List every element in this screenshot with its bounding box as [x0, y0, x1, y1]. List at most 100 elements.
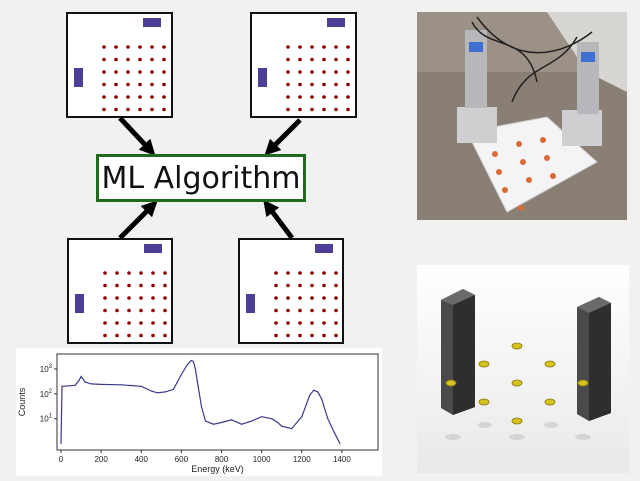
source-point: [138, 45, 142, 49]
source-point: [163, 296, 167, 300]
source-point: [103, 333, 107, 338]
source-point: [115, 283, 119, 288]
source-point: [139, 333, 143, 338]
source-point: [298, 321, 302, 325]
source-point: [115, 333, 119, 338]
spectrum-point: [291, 427, 293, 430]
source-point: [286, 308, 290, 313]
source-point: [115, 296, 119, 300]
source-point: [310, 271, 314, 275]
source-point: [138, 107, 142, 112]
spectrum-point: [164, 391, 166, 393]
spectrum-point: [301, 416, 303, 418]
source-point: [310, 308, 314, 313]
layout-grid: [258, 18, 350, 112]
spectrum-point: [220, 421, 223, 424]
detector-left: [74, 68, 83, 87]
source-point: [334, 70, 338, 74]
source-point: [346, 95, 350, 99]
spectrum-point: [251, 420, 253, 422]
source-point: [139, 283, 143, 288]
source-point: [322, 321, 326, 325]
spectrum-point: [156, 392, 158, 394]
spectrum-point: [60, 442, 62, 445]
x-tick-label: 400: [135, 455, 149, 464]
setup-photo-drawing: [417, 12, 627, 220]
plot-frame: [56, 353, 379, 451]
source-point: [162, 82, 166, 87]
layout-panel-top-right: [250, 12, 357, 118]
source-point: [346, 70, 350, 74]
arrow-bottom-left: [118, 200, 158, 240]
source-point: [310, 45, 314, 49]
x-tick-label: 1400: [333, 455, 351, 464]
source-point: [150, 107, 154, 112]
x-tick-label: 600: [175, 455, 189, 464]
source-point: [150, 45, 154, 49]
source-point: [127, 321, 131, 325]
ml-algorithm-box: ML Algorithm: [96, 154, 306, 202]
source-point: [286, 321, 290, 325]
source-point: [138, 95, 142, 99]
source-point: [322, 82, 326, 87]
spectrum-point: [196, 381, 199, 383]
spectrum-point: [200, 406, 203, 408]
spectrum-line: [60, 359, 341, 444]
arrow-top-right: [264, 118, 302, 156]
source-point: [126, 45, 130, 49]
spectrum-point: [230, 419, 233, 421]
source-point: [274, 321, 278, 325]
source-point: [334, 283, 338, 288]
spectrum-point: [78, 379, 80, 381]
source-point: [126, 95, 130, 99]
detector-top: [327, 18, 345, 27]
source-point: [126, 70, 130, 74]
y-tick-label: 103: [40, 364, 53, 374]
source-point: [346, 45, 350, 49]
source-point: [103, 308, 107, 313]
source-point: [114, 82, 118, 87]
source-point: [115, 308, 119, 313]
source-point: [346, 82, 350, 87]
arrow-top-left: [118, 116, 156, 156]
source-point: [127, 333, 131, 338]
spectrum-point: [212, 423, 215, 425]
source-point: [115, 271, 119, 275]
spectrum-point: [150, 390, 152, 392]
source-point: [310, 70, 314, 74]
source-point: [163, 271, 167, 275]
spectrum-point: [74, 384, 76, 386]
spectrum-point: [240, 423, 243, 425]
layout-panel-top-left: [66, 12, 173, 118]
source-point: [274, 308, 278, 313]
source-point: [114, 70, 118, 74]
source-point: [298, 70, 302, 74]
source-point: [310, 283, 314, 288]
source-point: [151, 321, 155, 325]
source-point: [126, 107, 130, 112]
source-point: [322, 107, 326, 112]
source-point: [298, 283, 302, 288]
source-point: [162, 57, 166, 62]
detector-top: [315, 244, 333, 253]
x-tick-label: 1000: [253, 455, 271, 464]
source-point: [151, 296, 155, 300]
source-point: [138, 57, 142, 62]
source-point: [114, 107, 118, 112]
source-point: [163, 308, 167, 313]
source-point: [286, 296, 290, 300]
source-point: [322, 283, 326, 288]
spectrum-point: [61, 385, 63, 387]
x-tick-label: 1200: [293, 455, 311, 464]
detector-left: [75, 294, 84, 313]
source-point: [310, 82, 314, 87]
spectrum-point: [80, 375, 82, 378]
source-point: [298, 57, 302, 62]
source-point: [102, 45, 106, 49]
source-point: [334, 57, 338, 62]
spectrum-point: [68, 385, 70, 387]
spectrum-point: [313, 389, 315, 391]
source-point: [334, 271, 338, 275]
source-point: [150, 70, 154, 74]
simulation-render: [417, 265, 629, 473]
